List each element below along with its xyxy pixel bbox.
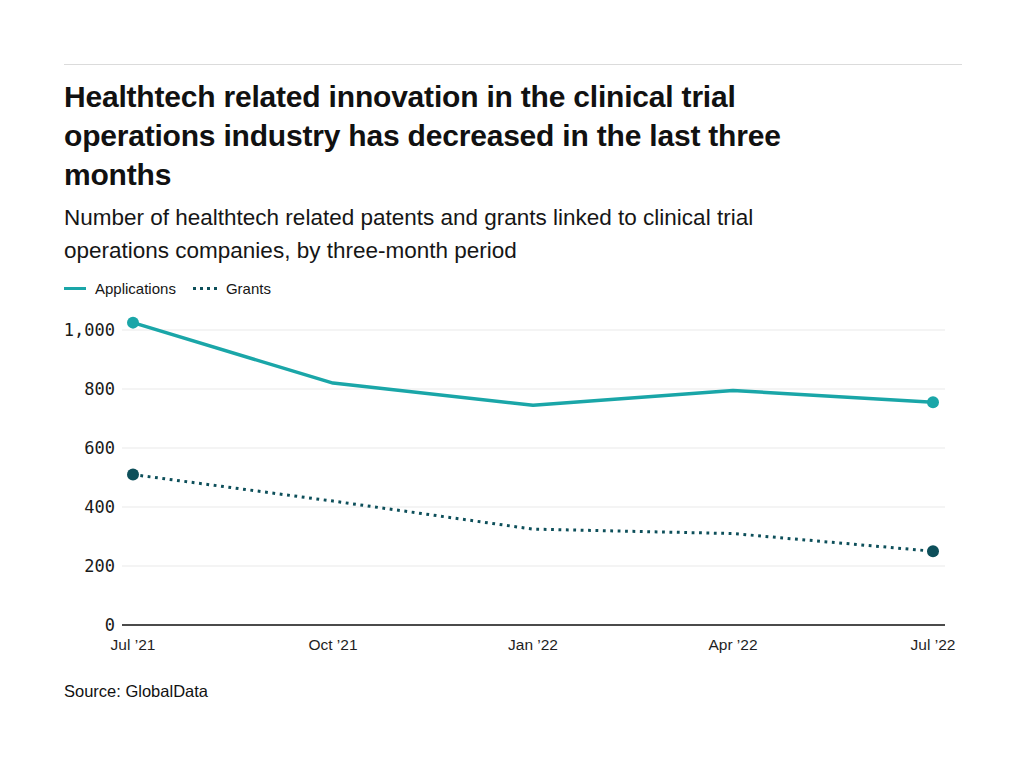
y-tick-label: 200: [84, 556, 115, 576]
grants-endpoint-marker: [127, 469, 139, 481]
x-tick-label: Jul ’21: [111, 636, 156, 654]
x-tick-label: Oct ’21: [308, 636, 357, 654]
grants-line: [133, 475, 933, 552]
x-tick-label: Jul ’22: [911, 636, 956, 654]
grants-endpoint-marker: [927, 545, 939, 557]
applications-line: [133, 323, 933, 406]
source-note: Source: GlobalData: [64, 682, 208, 701]
applications-endpoint-marker: [127, 317, 139, 329]
x-tick-label: Apr ’22: [708, 636, 757, 654]
y-tick-label: 1,000: [64, 320, 115, 340]
y-tick-label: 400: [84, 497, 115, 517]
applications-endpoint-marker: [927, 396, 939, 408]
y-tick-label: 0: [105, 615, 115, 635]
chart-page: Healthtech related innovation in the cli…: [0, 0, 1024, 768]
y-tick-label: 600: [84, 438, 115, 458]
y-tick-label: 800: [84, 379, 115, 399]
x-tick-label: Jan ’22: [508, 636, 558, 654]
